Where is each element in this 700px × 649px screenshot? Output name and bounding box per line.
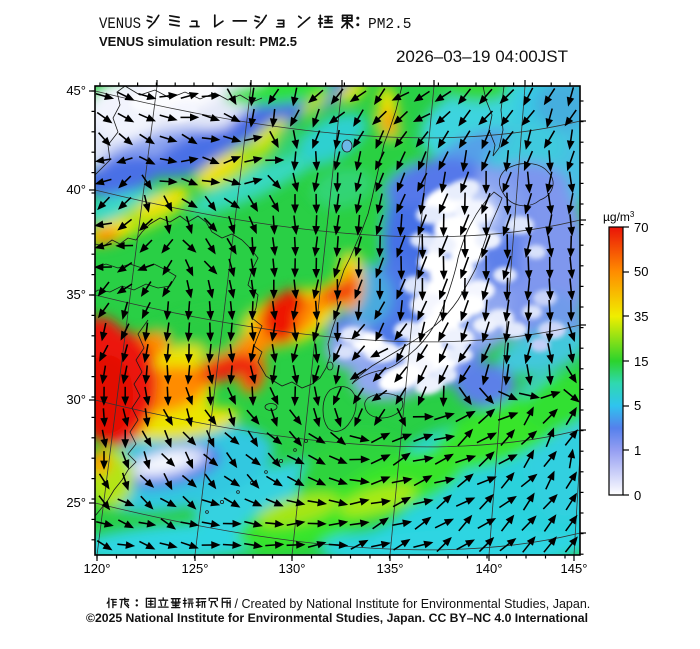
svg-text:VENUS simulation result: PM2.5: VENUS simulation result: PM2.5 xyxy=(99,34,297,49)
svg-text:40°: 40° xyxy=(66,182,86,197)
svg-text:135°: 135° xyxy=(377,561,404,576)
svg-text:15: 15 xyxy=(634,354,648,369)
svg-text:©2025 National Institute for E: ©2025 National Institute for Environment… xyxy=(86,611,588,625)
svg-text:130°: 130° xyxy=(279,561,306,576)
svg-text:2026–03–19 04:00JST: 2026–03–19 04:00JST xyxy=(396,47,568,66)
svg-text:PM2.5: PM2.5 xyxy=(368,17,412,33)
svg-text:50: 50 xyxy=(634,264,648,279)
svg-text:1: 1 xyxy=(634,443,641,458)
svg-text:0: 0 xyxy=(634,488,641,503)
svg-text:30°: 30° xyxy=(66,392,86,407)
svg-text:120°: 120° xyxy=(84,561,111,576)
svg-text:70: 70 xyxy=(634,220,648,235)
svg-text:35°: 35° xyxy=(66,287,86,302)
svg-text:/ Created by National Institut: / Created by National Institute for Envi… xyxy=(235,597,591,611)
svg-text:145°: 145° xyxy=(561,561,588,576)
svg-text:140°: 140° xyxy=(476,561,503,576)
svg-text:125°: 125° xyxy=(182,561,209,576)
svg-text:µg/m3: µg/m3 xyxy=(603,210,635,224)
svg-text:25°: 25° xyxy=(66,495,86,510)
svg-text:VENUS: VENUS xyxy=(99,15,141,33)
svg-text:35: 35 xyxy=(634,309,648,324)
svg-text:5: 5 xyxy=(634,398,641,413)
svg-text:45°: 45° xyxy=(66,83,86,98)
